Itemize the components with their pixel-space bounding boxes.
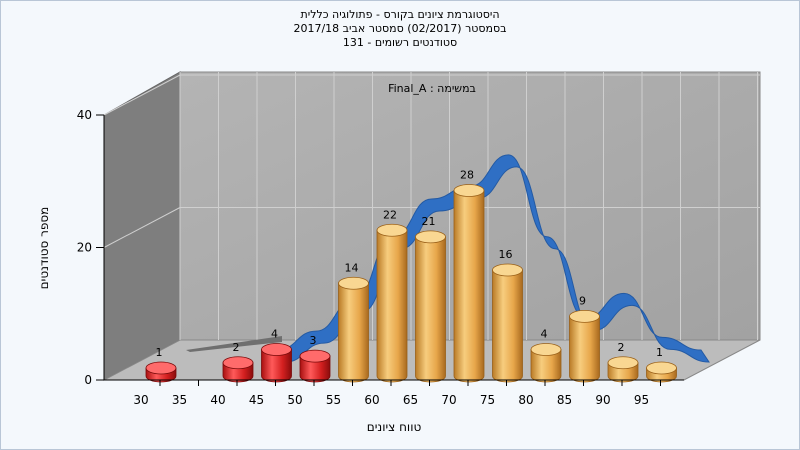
x-tick-label-80: 80 — [518, 393, 533, 407]
x-tick-label-30: 30 — [133, 393, 148, 407]
y-tick-label-40: 40 — [77, 108, 92, 122]
distribution-curve — [186, 154, 710, 363]
bar-top-70 — [453, 184, 485, 197]
bar-30 — [145, 361, 177, 383]
bar-body-45 — [261, 349, 292, 383]
task-annotation: Final_A : במשימה — [388, 82, 476, 95]
x-tick-label-55: 55 — [326, 393, 341, 407]
chart-side-wall — [103, 71, 181, 381]
x-tick-label-95: 95 — [634, 393, 649, 407]
bar-top-50 — [299, 349, 331, 363]
x-tick-label-90: 90 — [595, 393, 610, 407]
bar-value-label-45: 4 — [271, 328, 278, 341]
bar-body-65 — [415, 236, 446, 383]
x-tick-label-35: 35 — [172, 393, 187, 407]
bar-body-75 — [492, 269, 523, 383]
bar-top-90 — [607, 356, 639, 370]
bar-95 — [646, 361, 677, 383]
bar-55 — [338, 276, 369, 383]
bar-80 — [530, 343, 562, 383]
x-tick-label-60: 60 — [364, 393, 379, 407]
curve-ribbon — [276, 154, 710, 363]
chart-title-line-3: סטודנטים רשומים - 131 — [342, 36, 458, 49]
bar-top-80 — [530, 343, 562, 356]
bar-top-45 — [261, 343, 292, 356]
bar-body-50 — [299, 355, 331, 383]
bar-value-label-40: 2 — [233, 341, 240, 354]
bar-60 — [376, 223, 408, 383]
chart-title-line-2: בסמסטר (02/2017) סמסטר אביב 2017/18 — [293, 22, 507, 35]
bar-top-30 — [145, 361, 177, 375]
bar-value-label-75: 16 — [499, 248, 513, 261]
curve-shadow-strip — [186, 336, 282, 352]
bar-top-85 — [569, 309, 600, 323]
bar-top-40 — [222, 356, 254, 370]
bar-50 — [299, 349, 331, 383]
grid-line-side-2 — [103, 74, 181, 116]
x-tick-label-45: 45 — [249, 393, 264, 407]
bar-65 — [415, 230, 446, 383]
bar-value-label-50: 3 — [310, 334, 317, 347]
x-tick-label-50: 50 — [287, 393, 302, 407]
y-axis-ticks: 0 20 40 — [77, 108, 104, 387]
bar-value-label-65: 21 — [422, 215, 436, 228]
bar-top-55 — [338, 276, 369, 290]
bar-value-label-30: 1 — [156, 346, 163, 359]
bar-body-55 — [338, 282, 369, 383]
x-tick-label-70: 70 — [441, 393, 456, 407]
bar-value-label-70: 28 — [460, 169, 474, 182]
y-tick-label-20: 20 — [77, 241, 92, 255]
bar-value-label-95: 1 — [656, 346, 663, 359]
bar-value-label-85: 9 — [579, 294, 586, 307]
bar-top-75 — [492, 263, 523, 277]
y-axis-label: מספר סטודנטים — [37, 207, 51, 290]
bar-top-60 — [376, 223, 408, 237]
chart-title-line-1: היסטוגרמת ציונים בקורס - פתולוגיה כללית — [300, 8, 500, 21]
bar-body-70 — [453, 190, 485, 383]
x-tick-label-40: 40 — [210, 393, 225, 407]
histogram-bars — [145, 184, 677, 383]
y-tick-label-0: 0 — [84, 373, 92, 387]
x-tick-label-75: 75 — [480, 393, 495, 407]
bar-body-80 — [530, 349, 562, 383]
bar-45 — [261, 343, 292, 383]
bar-70 — [453, 184, 485, 383]
grid-lines — [103, 72, 760, 340]
x-axis-ticks: 30 35 40 45 50 55 60 65 70 75 80 85 90 95 — [133, 380, 661, 407]
grid-line-side-1 — [103, 207, 181, 248]
bar-body-60 — [376, 229, 408, 383]
bar-85 — [569, 309, 600, 383]
bar-value-label-55: 14 — [345, 261, 359, 274]
bar-value-label-60: 22 — [383, 208, 397, 221]
x-tick-label-65: 65 — [403, 393, 418, 407]
bar-body-85 — [569, 315, 600, 383]
bar-top-95 — [646, 361, 677, 375]
bar-value-label-80: 4 — [541, 328, 548, 341]
bar-value-label-90: 2 — [618, 341, 625, 354]
bar-75 — [492, 263, 523, 383]
bar-40 — [222, 356, 254, 383]
x-axis-label: טווח ציונים — [367, 420, 422, 434]
bar-top-65 — [415, 230, 446, 244]
bar-90 — [607, 356, 639, 383]
x-tick-label-85: 85 — [557, 393, 572, 407]
